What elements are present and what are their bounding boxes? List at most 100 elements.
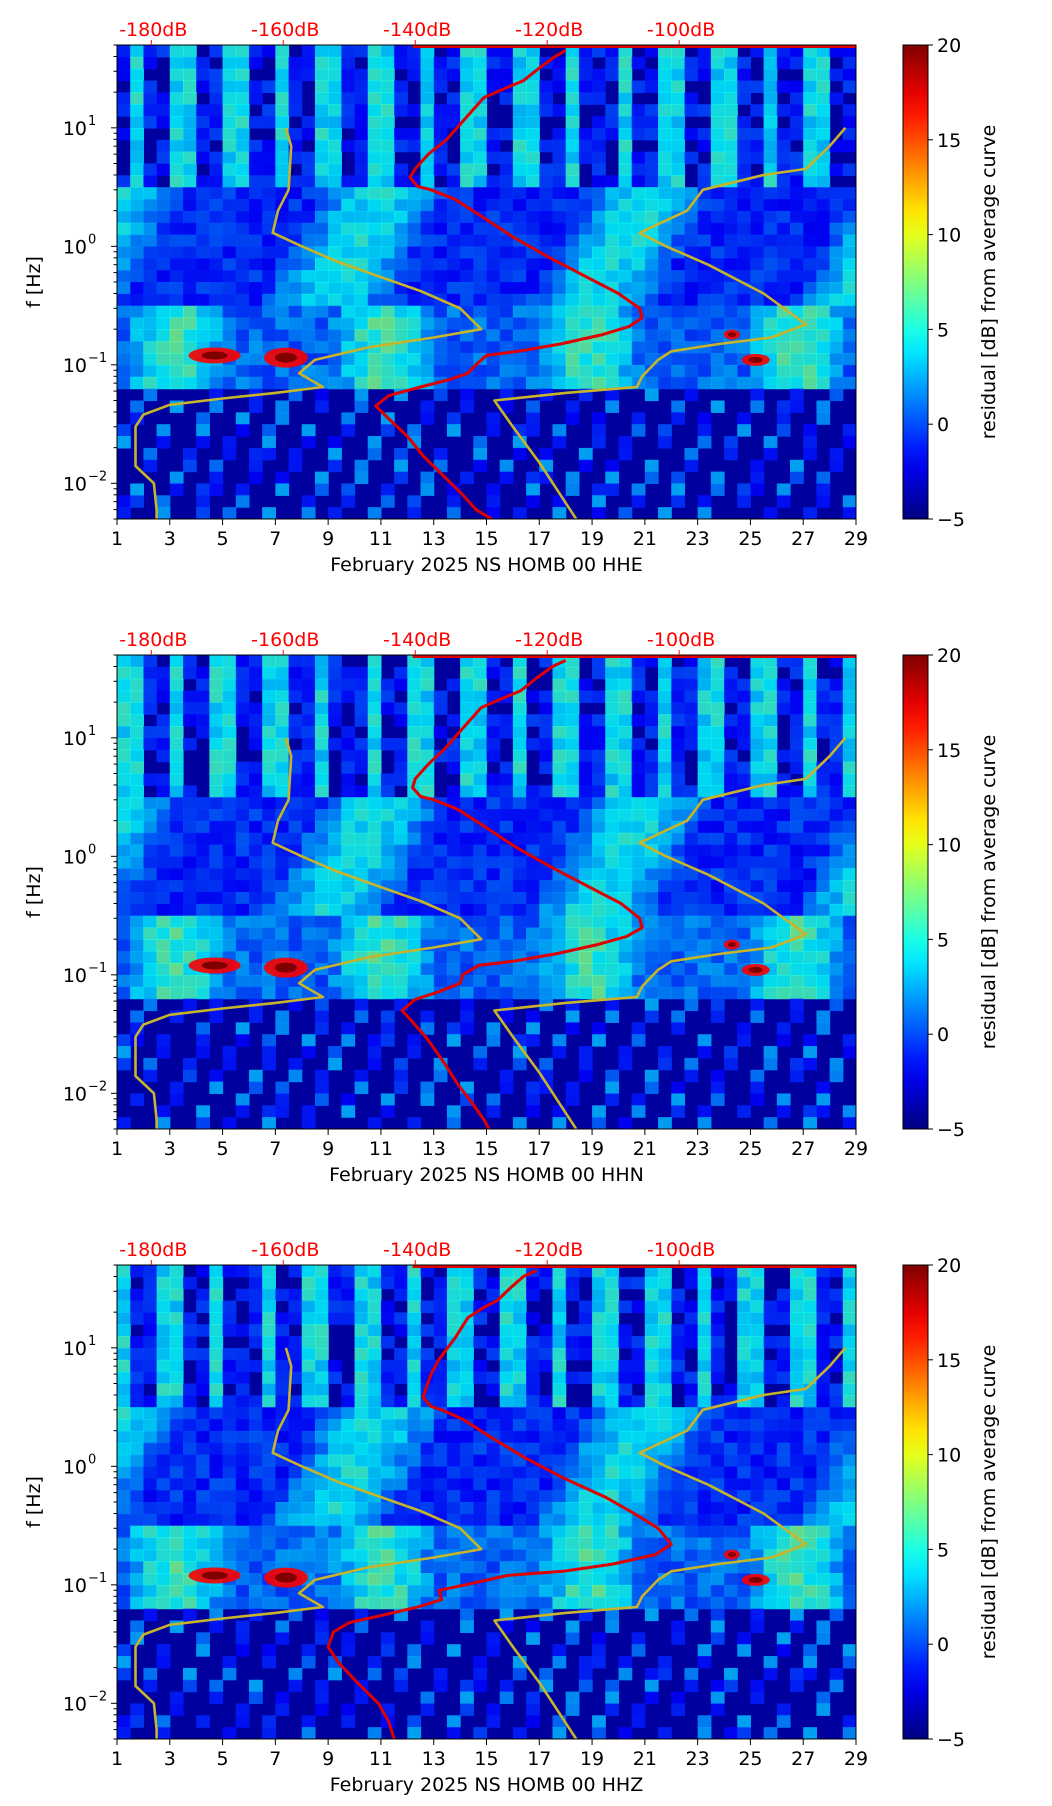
top-db-label: -180dB: [119, 629, 187, 651]
x-tick-label: 23: [686, 1748, 710, 1770]
x-axis-label: February 2025 NS HOMB 00 HHE: [330, 554, 642, 576]
x-axis-label: February 2025 NS HOMB 00 HHN: [329, 1164, 644, 1186]
y-tick-label: 10: [63, 1456, 87, 1478]
x-tick-label: 15: [474, 1748, 498, 1770]
x-tick-label: 13: [422, 1748, 446, 1770]
top-db-label: -120dB: [515, 19, 583, 41]
y-tick-label: 10: [63, 1083, 87, 1105]
colorbar-label: residual [dB] from average curve: [978, 735, 1000, 1050]
x-tick-label: 19: [580, 1748, 604, 1770]
x-tick-label: 13: [422, 528, 446, 550]
spectrogram-plot-area: [117, 1265, 856, 1739]
hotspot-core: [727, 942, 736, 948]
y-tick-base: 10: [63, 1693, 87, 1715]
y-tick-label: 10: [63, 473, 87, 495]
colorbar-tick-label: 0: [937, 1024, 949, 1046]
hotspot-core: [274, 1572, 297, 1583]
colorbar-tick-label: −5: [937, 1729, 965, 1751]
top-db-label: -160dB: [251, 1239, 319, 1261]
y-axis-label: f [Hz]: [23, 1476, 45, 1528]
x-tick-label: 3: [164, 528, 176, 550]
x-tick-label: 21: [633, 528, 657, 550]
hotspot-core: [274, 352, 297, 363]
x-tick-label: 1: [111, 1138, 123, 1160]
x-tick-label: 17: [527, 528, 551, 550]
colorbar-tick-label: 15: [937, 1350, 961, 1372]
spectrogram-cells: [117, 655, 856, 1129]
y-tick-exponent: 0: [88, 232, 96, 247]
y-tick-base: 10: [63, 355, 87, 377]
noise-model-curve: [134, 1347, 483, 1739]
y-tick-exponent: 1: [88, 114, 96, 129]
colorbar-tick-label: 20: [937, 645, 961, 667]
x-tick-label: 11: [369, 1138, 393, 1160]
y-tick-label: 10: [63, 1338, 87, 1360]
noise-model-curve: [134, 127, 483, 519]
x-tick-label: 23: [686, 528, 710, 550]
x-tick-label: 19: [580, 528, 604, 550]
colorbar-tick-label: 5: [937, 1539, 949, 1561]
x-tick-label: 15: [474, 528, 498, 550]
x-tick-label: 23: [686, 1138, 710, 1160]
y-tick-exponent: −2: [88, 469, 107, 484]
y-tick-base: 10: [63, 846, 87, 868]
colorbar-tick-label: 15: [937, 740, 961, 762]
colorbar-tick-label: 10: [937, 1445, 961, 1467]
y-tick-base: 10: [63, 236, 87, 258]
y-tick-label: 10: [63, 355, 87, 377]
x-tick-label: 13: [422, 1138, 446, 1160]
x-tick-label: 5: [217, 1748, 229, 1770]
x-axis-label: February 2025 NS HOMB 00 HHZ: [330, 1774, 643, 1796]
x-tick-label: 11: [369, 528, 393, 550]
x-tick-label: 25: [738, 528, 762, 550]
x-tick-label: 5: [217, 1138, 229, 1160]
hotspot-core: [727, 332, 736, 338]
top-db-label: -100dB: [647, 629, 715, 651]
x-tick-label: 19: [580, 1138, 604, 1160]
y-axis-label: f [Hz]: [23, 256, 45, 308]
x-tick-label: 1: [111, 1748, 123, 1770]
y-tick-label: 10: [63, 1575, 87, 1597]
noise-model-curve: [493, 1346, 847, 1739]
x-tick-label: 15: [474, 1138, 498, 1160]
y-tick-base: 10: [63, 1575, 87, 1597]
colorbar-label: residual [dB] from average curve: [978, 125, 1000, 440]
hotspot-core: [748, 1576, 763, 1583]
x-tick-label: 21: [633, 1748, 657, 1770]
x-tick-label: 5: [217, 528, 229, 550]
y-tick-exponent: −1: [88, 351, 107, 366]
y-tick-exponent: −2: [88, 1689, 107, 1704]
x-tick-label: 27: [791, 1748, 815, 1770]
x-tick-label: 9: [322, 1748, 334, 1770]
x-tick-label: 29: [844, 1138, 868, 1160]
top-db-label: -180dB: [119, 19, 187, 41]
top-db-label: -160dB: [251, 629, 319, 651]
y-tick-base: 10: [63, 1456, 87, 1478]
y-tick-exponent: −1: [88, 1571, 107, 1586]
hotspot-core: [748, 356, 763, 363]
colorbar-tick-label: 0: [937, 414, 949, 436]
y-tick-exponent: −1: [88, 961, 107, 976]
colorbar-tick-label: −5: [937, 509, 965, 531]
y-tick-base: 10: [63, 965, 87, 987]
hotspot-core: [201, 351, 228, 360]
hotspot-core: [748, 966, 763, 973]
x-tick-label: 1: [111, 528, 123, 550]
hotspot-core: [274, 962, 297, 973]
x-tick-label: 17: [527, 1748, 551, 1770]
colorbar-tick-label: 20: [937, 35, 961, 57]
y-tick-label: 10: [63, 118, 87, 140]
y-tick-base: 10: [63, 1083, 87, 1105]
y-tick-base: 10: [63, 728, 87, 750]
y-tick-exponent: 1: [88, 1334, 96, 1349]
median-psd-curve: [374, 49, 644, 519]
colorbar-tick-label: 20: [937, 1255, 961, 1277]
spectrogram-plot-area: [117, 655, 856, 1129]
top-db-label: -180dB: [119, 1239, 187, 1261]
y-tick-label: 10: [63, 1693, 87, 1715]
hotspot-core: [727, 1552, 736, 1558]
x-tick-label: 17: [527, 1138, 551, 1160]
